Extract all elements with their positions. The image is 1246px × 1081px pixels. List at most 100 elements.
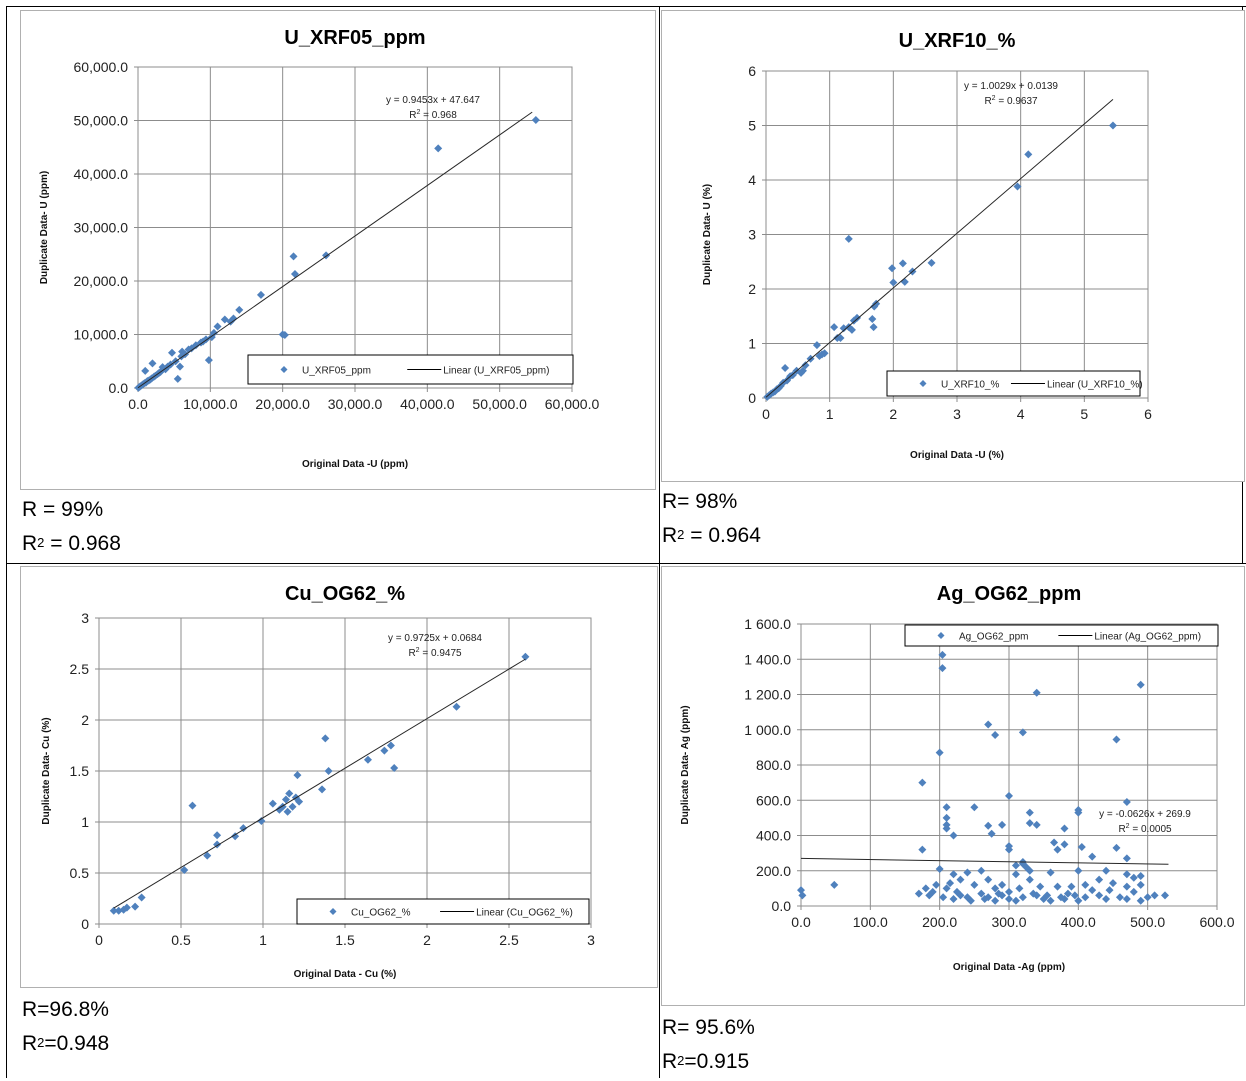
data-point [1060,894,1069,903]
data-point [213,322,222,331]
y-tick-label: 2 [748,281,756,297]
data-point [1025,808,1034,817]
legend-label-linear: Linear (Cu_OG62_%) [476,908,573,919]
data-point [239,824,248,833]
data-point [434,144,443,153]
data-point [1067,882,1076,891]
data-point [1005,887,1013,896]
x-tick-label: 40,000.0 [400,396,455,412]
legend-label-linear: Linear (U_XRF05_ppm) [443,366,549,377]
data-point [1122,894,1131,903]
data-point [949,894,958,903]
y-tick-label: 60,000.0 [74,59,129,75]
data-point [1102,894,1111,903]
data-point [1136,872,1145,881]
stats-block-4: R= 95.6% R2=0.915 [662,1011,755,1081]
legend-label-linear: Linear (Ag_OG62_ppm) [1094,632,1201,643]
x-tick-label: 0 [95,932,103,948]
data-point [1015,884,1024,893]
data-point [1115,893,1124,902]
data-point [998,880,1007,889]
y-tick-label: 4 [748,172,756,188]
x-tick-label: 10,000.0 [183,396,238,412]
data-point [167,348,176,357]
data-point [1081,893,1090,902]
data-point [942,824,951,833]
trendline [765,98,1114,398]
y-tick-label: 5 [748,118,756,134]
data-point [1005,791,1013,800]
y-tick-label: 0.0 [109,380,129,396]
data-point [288,802,297,811]
trendline [113,658,526,909]
data-point [927,258,936,267]
data-point [1122,854,1131,863]
data-point [180,865,189,874]
trendline [800,857,1169,865]
y-axis-label: Duplicate Data- Ag (ppm) [680,705,691,824]
data-point [1025,875,1034,884]
data-point [1129,873,1138,882]
y-tick-label: 2.5 [70,661,90,677]
x-tick-label: 60,000.0 [545,396,600,412]
x-tick-label: 5 [1080,406,1088,422]
x-tick-label: 300.0 [991,914,1026,930]
x-axis-label: Original Data - Cu (%) [294,969,397,980]
trendline-r2: R2 = 0.9637 [984,95,1038,107]
data-point [318,785,327,794]
x-tick-label: 2 [889,406,897,422]
data-point [1112,735,1121,744]
data-point [1025,819,1034,828]
data-point [1074,866,1083,875]
x-axis-label: Original Data -U (ppm) [302,459,408,470]
data-point [953,887,961,896]
data-point [776,382,785,391]
x-tick-label: 3 [953,406,961,422]
trendline-r2: R2 = 0.0005 [1118,823,1172,835]
legend-marker [937,632,945,639]
y-tick-label: 1 600.0 [744,616,791,632]
plot-area [137,66,573,389]
data-point [966,896,975,905]
data-point [938,664,947,673]
data-point [220,315,229,324]
table-divider-vertical [659,6,660,1078]
x-tick-label: 0.0 [791,914,811,930]
legend-label-series: Ag_OG62_ppm [959,632,1029,643]
chart-u-xrf10-pct: U_XRF10_% 0 1 2 3 4 5 6 0 1 2 3 4 5 6 Original Data -U … [702,30,1152,461]
data-point [295,797,304,806]
y-tick-label: 2 [81,712,89,728]
data-point [235,305,244,314]
y-tick-label: 1 [748,336,756,352]
r-value-text: R=96.8% [22,998,109,1021]
data-point [1143,893,1152,902]
data-point [1161,891,1169,900]
data-point [1095,875,1104,884]
data-point [1053,845,1062,854]
x-tick-label: 30,000.0 [328,396,383,412]
x-tick-label: 500.0 [1130,914,1165,930]
data-point [1074,808,1083,817]
y-tick-label: 1 400.0 [744,651,791,667]
data-point [203,851,212,860]
data-point [939,893,948,902]
x-tick-label: 200.0 [922,914,957,930]
data-point [872,299,881,308]
data-point [830,323,839,332]
data-point [1046,868,1055,877]
data-point [946,879,955,888]
y-tick-label: 10,000.0 [74,327,129,343]
r-value-text: R = 99% [22,498,104,521]
data-point [918,845,927,854]
data-point [1050,838,1059,847]
data-point [984,720,993,729]
data-point [991,896,1000,905]
y-tick-label: 0.0 [772,898,792,914]
data-point [1122,882,1131,891]
x-tick-label: 0.0 [128,396,148,412]
data-point [213,831,222,840]
data-point [1112,843,1121,852]
plot-area [765,70,1149,399]
data-point [1088,886,1097,895]
data-point [1108,121,1117,130]
